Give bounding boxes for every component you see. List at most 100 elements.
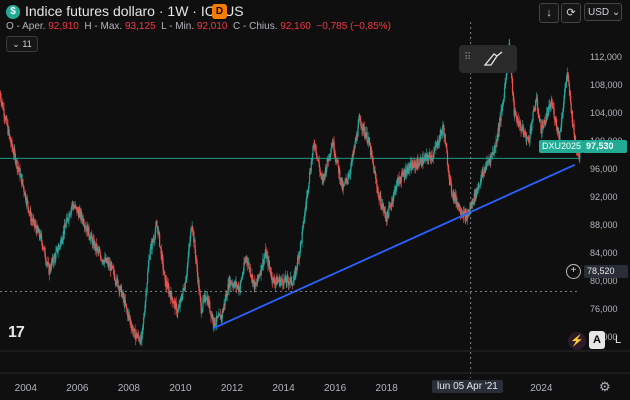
candle-body bbox=[131, 326, 133, 329]
candle-body bbox=[282, 281, 284, 286]
candle-body bbox=[14, 149, 16, 154]
candle-body bbox=[292, 280, 295, 283]
trend-line[interactable] bbox=[212, 163, 576, 330]
candle-body bbox=[550, 105, 552, 109]
candle-body bbox=[116, 277, 119, 281]
candle-body bbox=[511, 75, 513, 79]
candle-body bbox=[419, 159, 421, 164]
candle-body bbox=[62, 231, 64, 239]
candle-body bbox=[371, 149, 373, 156]
candle-body bbox=[96, 247, 99, 249]
candle-body bbox=[570, 103, 572, 113]
symbol-title[interactable]: Indice futures dollaro · 1W · ICEUS bbox=[25, 3, 244, 19]
gear-icon[interactable]: ⚙ bbox=[599, 379, 611, 394]
candle-body bbox=[209, 301, 211, 312]
candle-body bbox=[515, 115, 518, 120]
candle-body bbox=[67, 220, 70, 222]
candle-body bbox=[202, 299, 204, 309]
candle-body bbox=[66, 217, 68, 219]
ohlc-legend: O - Aper. 92,910 H - Max. 93,125 L - Min… bbox=[6, 21, 391, 32]
candle-body bbox=[80, 211, 83, 218]
candle-body bbox=[110, 263, 112, 271]
crosshair-price-label: 78,520 bbox=[584, 265, 628, 278]
candle-body bbox=[312, 146, 314, 154]
candle-body bbox=[50, 262, 52, 270]
candle-body bbox=[486, 161, 488, 167]
candle-body bbox=[286, 276, 288, 284]
candle-body bbox=[100, 256, 102, 261]
add-alert-button[interactable]: + bbox=[566, 264, 581, 279]
currency-selector[interactable]: USD ⌄ bbox=[584, 3, 622, 21]
drawing-toolbar[interactable]: ⠿ bbox=[459, 45, 517, 73]
candle-body bbox=[175, 302, 177, 305]
candle-body bbox=[27, 207, 30, 213]
candle-body bbox=[233, 284, 235, 288]
drag-handle-icon[interactable]: ⠿ bbox=[464, 52, 472, 63]
candle-body bbox=[567, 75, 569, 81]
candle-body bbox=[399, 179, 401, 182]
candle-body bbox=[517, 118, 519, 125]
candle-body bbox=[436, 142, 438, 147]
candle-body bbox=[125, 304, 127, 306]
candle-body bbox=[190, 228, 192, 235]
candle-body bbox=[9, 134, 11, 137]
candle-body bbox=[185, 276, 188, 283]
candle-body bbox=[504, 83, 506, 89]
candle-body bbox=[273, 277, 275, 279]
candle-body bbox=[437, 140, 439, 146]
candle-body bbox=[526, 137, 528, 142]
refresh-icon[interactable]: ⟳ bbox=[561, 3, 581, 23]
auto-scale-button[interactable]: A bbox=[589, 331, 605, 349]
lightning-icon[interactable]: ⚡ bbox=[568, 332, 586, 350]
candle-body bbox=[279, 281, 282, 286]
candle-body bbox=[465, 213, 467, 221]
candle-body bbox=[513, 95, 515, 102]
data-delay-badge[interactable]: D bbox=[212, 4, 227, 19]
candle-body bbox=[349, 174, 351, 175]
candle-body bbox=[258, 275, 260, 277]
candle-body bbox=[515, 114, 517, 116]
candle-body bbox=[197, 272, 199, 283]
log-scale-button[interactable]: L bbox=[614, 334, 622, 346]
candle-body bbox=[307, 187, 310, 193]
candle-body bbox=[35, 224, 37, 229]
candle-body bbox=[42, 246, 44, 248]
brush-icon[interactable] bbox=[483, 50, 505, 68]
candle-body bbox=[315, 144, 317, 152]
candle-body bbox=[165, 280, 168, 287]
candle-body bbox=[445, 143, 447, 149]
tradingview-logo[interactable]: 17 bbox=[8, 324, 25, 341]
candle-body bbox=[511, 78, 514, 93]
candle-body bbox=[22, 184, 24, 188]
last-price-tag: 97,530 bbox=[583, 140, 627, 153]
candle-body bbox=[48, 266, 51, 275]
candle-body bbox=[529, 129, 531, 139]
candle-body bbox=[446, 148, 448, 154]
candle-body bbox=[366, 132, 368, 143]
candle-body bbox=[398, 177, 400, 181]
download-arrow-icon[interactable]: ↓ bbox=[539, 3, 559, 23]
candle-body bbox=[167, 283, 169, 287]
candle-body bbox=[384, 208, 386, 213]
candle-body bbox=[414, 163, 417, 168]
candle-body bbox=[287, 281, 290, 285]
candle-body bbox=[289, 278, 291, 283]
candle-body bbox=[555, 119, 558, 127]
candle-body bbox=[355, 141, 357, 143]
candle-body bbox=[145, 291, 148, 294]
candle-body bbox=[72, 205, 75, 209]
candle-body bbox=[77, 209, 79, 213]
candle-body bbox=[372, 157, 374, 163]
candle-body bbox=[129, 318, 131, 320]
time-axis-label: 2012 bbox=[221, 383, 244, 394]
candle-body bbox=[187, 256, 189, 263]
candle-body bbox=[83, 223, 85, 226]
collapse-indicators-button[interactable]: ⌄ 11 bbox=[6, 36, 38, 52]
candle-body bbox=[264, 254, 266, 257]
candle-body bbox=[293, 275, 295, 281]
candle-body bbox=[114, 279, 116, 281]
candle-body bbox=[193, 231, 195, 243]
candle-body bbox=[15, 162, 17, 164]
candle-body bbox=[521, 129, 523, 131]
